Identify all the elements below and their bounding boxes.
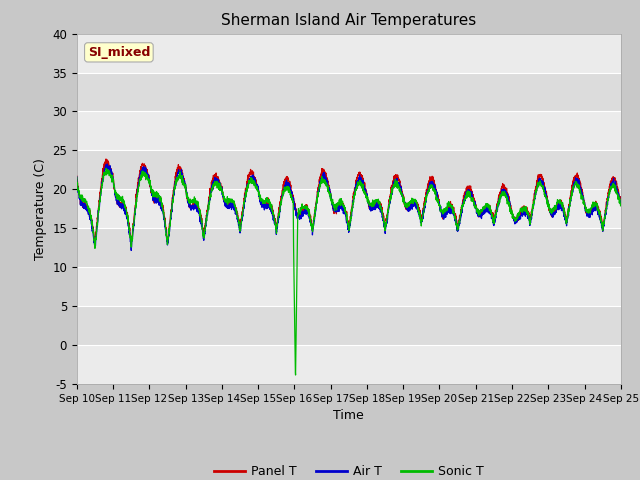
Panel T [168, 207, 175, 213]
Bar [77, 72, 621, 111]
Bar [77, 228, 621, 267]
Air T [305, 216, 313, 221]
Air T [548, 213, 556, 218]
Panel T [73, 173, 81, 179]
Sonic T [73, 175, 81, 180]
Air T [135, 175, 143, 181]
Sonic T [292, 372, 300, 378]
Line: Sonic T: Sonic T [77, 168, 621, 375]
Line: Panel T: Panel T [77, 159, 621, 246]
Air T [168, 210, 175, 216]
Legend: Panel T, Air T, Sonic T: Panel T, Air T, Sonic T [209, 460, 489, 480]
Air T [103, 161, 111, 167]
Bar [77, 189, 621, 228]
Panel T [305, 209, 313, 215]
Bar [77, 150, 621, 189]
Title: Sherman Island Air Temperatures: Sherman Island Air Temperatures [221, 13, 476, 28]
Sonic T [548, 207, 556, 213]
Panel T [607, 178, 614, 184]
Air T [607, 186, 614, 192]
Air T [73, 174, 81, 180]
Y-axis label: Temperature (C): Temperature (C) [34, 158, 47, 260]
Sonic T [168, 209, 175, 215]
Sonic T [282, 186, 289, 192]
X-axis label: Time: Time [333, 409, 364, 422]
Panel T [617, 200, 625, 206]
Panel T [548, 211, 556, 216]
Bar [77, 306, 621, 345]
Bar [77, 267, 621, 306]
Sonic T [607, 188, 614, 194]
Bar [77, 34, 621, 72]
Text: SI_mixed: SI_mixed [88, 46, 150, 59]
Line: Air T: Air T [77, 164, 621, 251]
Sonic T [135, 183, 143, 189]
Sonic T [102, 166, 110, 171]
Sonic T [305, 207, 313, 213]
Panel T [127, 243, 135, 249]
Air T [127, 248, 135, 253]
Sonic T [617, 201, 625, 206]
Bar [77, 345, 621, 384]
Panel T [135, 173, 143, 179]
Air T [282, 184, 290, 190]
Bar [77, 111, 621, 150]
Air T [617, 200, 625, 206]
Panel T [282, 177, 290, 182]
Panel T [102, 156, 110, 162]
